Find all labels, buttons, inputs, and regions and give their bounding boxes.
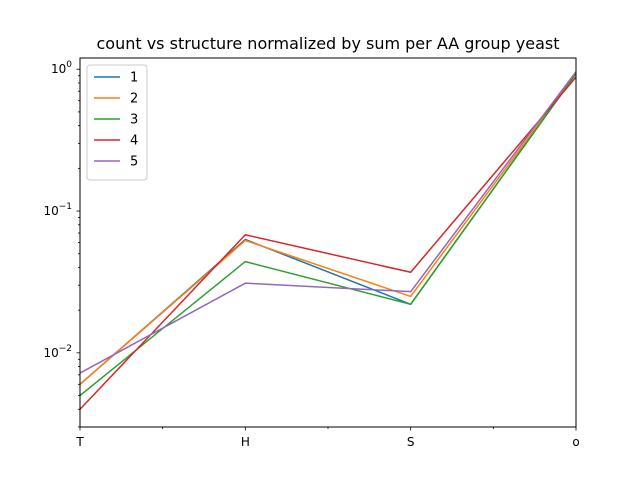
legend: 1 2 3 4 5 (86, 64, 148, 181)
y-tick-base: 10 (43, 204, 58, 218)
x-tick-label: H (241, 435, 250, 449)
legend-box (86, 64, 148, 181)
y-tick-exponent: −1 (59, 202, 72, 212)
legend-label: 2 (130, 92, 138, 107)
x-tick-label: o (572, 435, 579, 449)
x-tick-label: S (407, 435, 415, 449)
series-line-5 (79, 71, 577, 374)
x-tick-label: T (75, 435, 84, 449)
series-line-4 (79, 76, 577, 410)
y-tick-exponent: 0 (66, 60, 72, 70)
legend-label: 5 (130, 155, 138, 170)
y-tick-base: 10 (43, 346, 58, 360)
y-tick-exponent: −2 (59, 344, 72, 354)
legend-label: 4 (130, 134, 138, 149)
y-tick-label: 100 (51, 60, 72, 76)
y-tick-base: 10 (51, 62, 66, 76)
chart-title: count vs structure normalized by sum per… (96, 34, 559, 53)
legend-label: 1 (130, 71, 138, 86)
y-tick-label: 10−1 (43, 202, 72, 218)
legend-label: 3 (130, 113, 138, 128)
series-lines (79, 71, 577, 410)
y-tick-label: 10−2 (43, 344, 72, 360)
series-line-2 (79, 73, 577, 385)
